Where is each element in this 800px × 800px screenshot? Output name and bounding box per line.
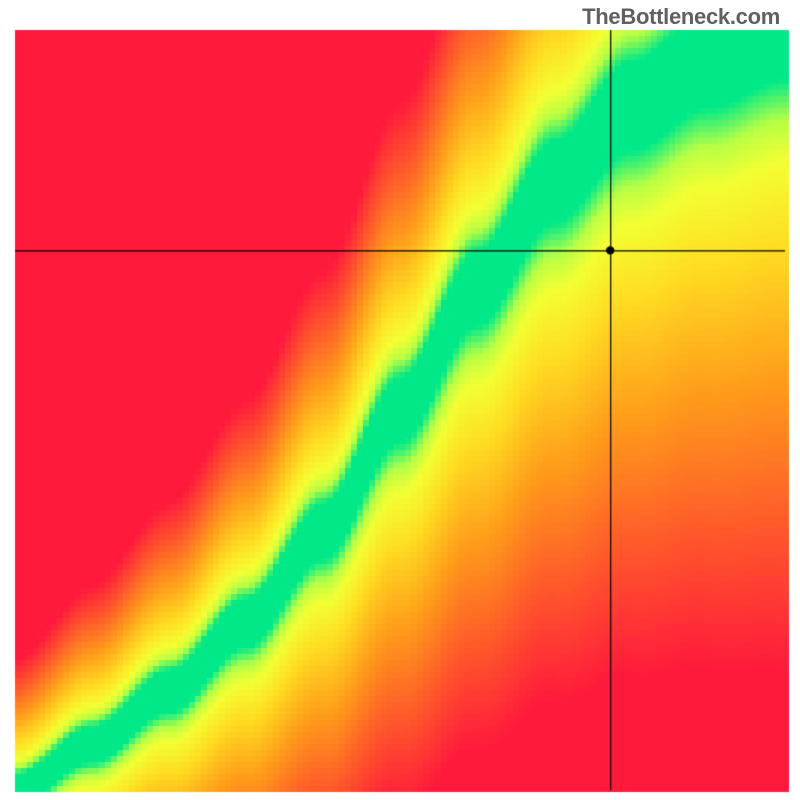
- chart-container: TheBottleneck.com: [0, 0, 800, 800]
- watermark-text: TheBottleneck.com: [582, 4, 780, 30]
- heatmap-canvas: [0, 0, 800, 800]
